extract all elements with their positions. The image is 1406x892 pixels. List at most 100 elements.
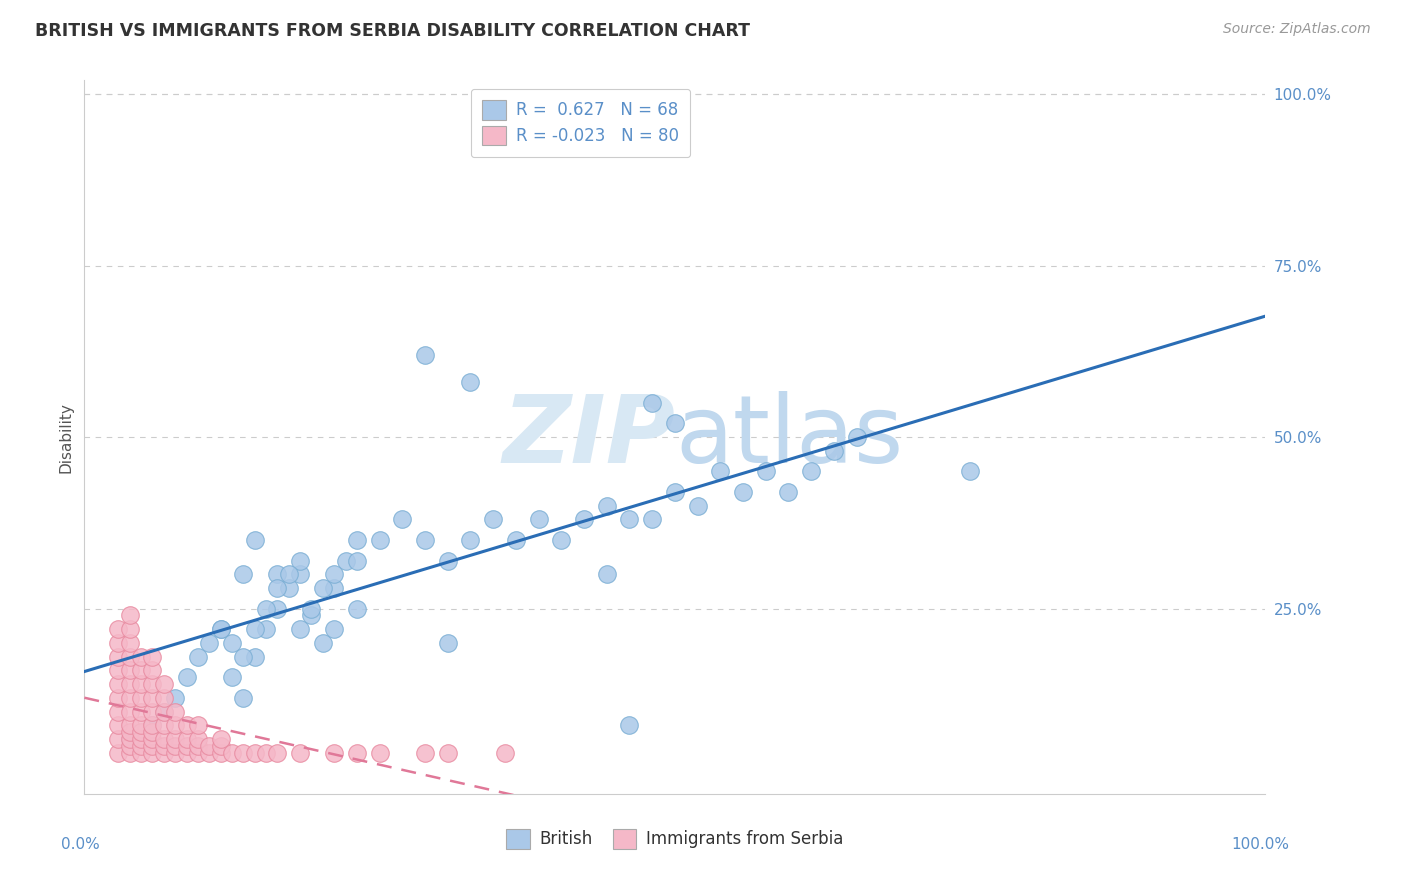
Point [141, 739, 163, 753]
Point [254, 601, 277, 615]
Point [107, 705, 129, 719]
Point [118, 677, 141, 691]
Point [118, 731, 141, 746]
Point [346, 601, 368, 615]
Legend: British, Immigrants from Serbia: British, Immigrants from Serbia [498, 821, 852, 857]
Point [959, 464, 981, 478]
Point [129, 705, 152, 719]
Point [118, 718, 141, 732]
Point [153, 705, 176, 719]
Point [141, 677, 163, 691]
Point [301, 608, 323, 623]
Point [107, 622, 129, 636]
Point [141, 731, 163, 746]
Text: ZIP: ZIP [502, 391, 675, 483]
Point [118, 725, 141, 739]
Point [436, 636, 458, 650]
Point [494, 746, 516, 760]
Point [118, 705, 141, 719]
Point [209, 731, 232, 746]
Point [288, 553, 311, 567]
Point [288, 746, 311, 760]
Point [187, 718, 209, 732]
Point [165, 731, 187, 746]
Point [176, 746, 198, 760]
Point [165, 739, 187, 753]
Point [312, 636, 335, 650]
Point [107, 677, 129, 691]
Point [198, 746, 221, 760]
Point [460, 533, 482, 547]
Point [845, 430, 868, 444]
Point [153, 731, 176, 746]
Point [266, 567, 288, 582]
Point [312, 581, 335, 595]
Point [277, 581, 299, 595]
Point [391, 512, 413, 526]
Point [266, 601, 288, 615]
Point [107, 731, 129, 746]
Point [118, 608, 141, 623]
Point [129, 739, 152, 753]
Point [243, 649, 266, 664]
Text: 0.0%: 0.0% [60, 837, 100, 852]
Point [323, 746, 346, 760]
Point [800, 464, 823, 478]
Point [118, 731, 141, 746]
Point [778, 485, 800, 500]
Point [129, 746, 152, 760]
Point [165, 746, 187, 760]
Point [176, 718, 198, 732]
Point [107, 649, 129, 664]
Point [141, 746, 163, 760]
Point [436, 553, 458, 567]
Point [118, 649, 141, 664]
Text: 100.0%: 100.0% [1232, 837, 1289, 852]
Point [596, 567, 619, 582]
Point [755, 464, 778, 478]
Point [221, 636, 243, 650]
Point [198, 636, 221, 650]
Point [413, 746, 436, 760]
Point [129, 690, 152, 705]
Point [118, 690, 141, 705]
Point [187, 739, 209, 753]
Point [141, 718, 163, 732]
Point [153, 705, 176, 719]
Point [288, 567, 311, 582]
Point [141, 649, 163, 664]
Point [129, 677, 152, 691]
Point [641, 512, 664, 526]
Point [141, 725, 163, 739]
Text: Source: ZipAtlas.com: Source: ZipAtlas.com [1223, 22, 1371, 37]
Point [232, 690, 254, 705]
Point [323, 581, 346, 595]
Point [243, 746, 266, 760]
Point [664, 417, 686, 431]
Point [436, 746, 458, 760]
Point [221, 746, 243, 760]
Point [505, 533, 527, 547]
Point [731, 485, 754, 500]
Point [129, 725, 152, 739]
Point [277, 567, 299, 582]
Point [107, 664, 129, 678]
Point [368, 533, 391, 547]
Point [596, 499, 619, 513]
Point [153, 677, 176, 691]
Point [187, 649, 209, 664]
Point [232, 746, 254, 760]
Point [107, 718, 129, 732]
Point [460, 375, 482, 389]
Point [118, 746, 141, 760]
Point [686, 499, 709, 513]
Point [141, 690, 163, 705]
Point [176, 739, 198, 753]
Point [323, 622, 346, 636]
Point [527, 512, 550, 526]
Point [232, 649, 254, 664]
Point [129, 731, 152, 746]
Point [165, 718, 187, 732]
Point [209, 746, 232, 760]
Point [187, 746, 209, 760]
